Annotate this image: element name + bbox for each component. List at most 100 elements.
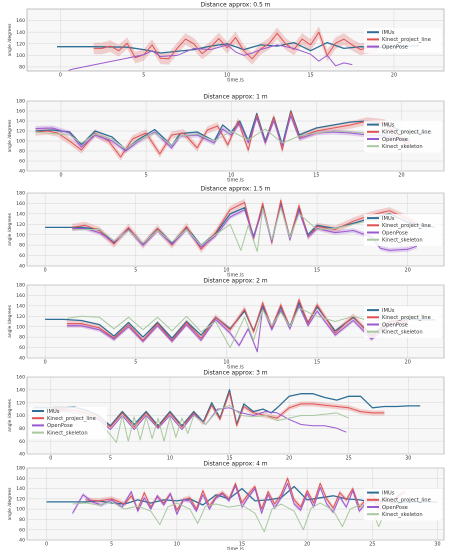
- series-line-1: [72, 199, 418, 250]
- chart-title: Distance approx: 4 m: [203, 461, 267, 468]
- y-tick-label: 40: [19, 169, 25, 175]
- y-tick-label: 60: [19, 527, 25, 533]
- y-tick-label: 160: [16, 476, 25, 482]
- series-line-3: [72, 501, 386, 533]
- chart-panel-0: 0 5 10 15 20 80 100 120 140 160 Distance approx: 0…: [7, 2, 445, 84]
- x-axis-label: time /s: [227, 78, 244, 84]
- y-tick-label: 140: [16, 211, 25, 217]
- x-axis-label: time /s: [227, 273, 244, 279]
- legend-label: IMUs: [382, 30, 395, 36]
- x-tick-label: 5: [109, 456, 112, 462]
- legend-label: Kinect_skeleton: [382, 238, 423, 244]
- y-tick-label: 180: [16, 283, 25, 289]
- legend-label: Kinect_project_line: [47, 416, 96, 422]
- x-axis-label: time /s: [227, 547, 244, 551]
- series-line-1: [53, 391, 385, 428]
- series-line-1: [66, 299, 408, 341]
- y-axis-label: angle /degrees: [7, 304, 13, 337]
- x-tick-label: 5: [145, 173, 148, 179]
- x-tick-label: 20: [286, 456, 292, 462]
- x-tick-label: 0: [44, 360, 47, 366]
- legend-label: Kinect_project_line: [382, 223, 431, 229]
- y-tick-label: 120: [16, 41, 25, 47]
- y-tick-label: 140: [16, 387, 25, 393]
- y-tick-label: 100: [16, 139, 25, 145]
- y-tick-label: 140: [16, 119, 25, 125]
- y-tick-label: 80: [19, 65, 25, 71]
- x-axis-label: time /s: [227, 365, 244, 371]
- y-tick-label: 100: [16, 324, 25, 330]
- y-tick-label: 80: [19, 335, 25, 341]
- chart-panel-2: 0 5 10 15 20 40 60 80 100 120 140 160 180 Distance ap…: [7, 186, 445, 279]
- x-tick-label: 0: [45, 542, 48, 548]
- series-band-2: [72, 203, 417, 253]
- legend-label: Kinect_project_line: [382, 130, 431, 136]
- y-tick-label: 40: [19, 452, 25, 458]
- y-tick-label: 180: [16, 466, 25, 472]
- chart-title: Distance approx: 2 m: [203, 278, 267, 285]
- x-tick-label: 10: [223, 360, 229, 366]
- series-line-2: [72, 482, 386, 515]
- legend-label: Kinect_project_line: [382, 37, 431, 43]
- y-tick-label: 120: [16, 400, 25, 406]
- y-tick-label: 40: [19, 356, 25, 362]
- x-tick-label: 0: [49, 456, 52, 462]
- x-tick-label: 10: [224, 73, 230, 79]
- legend-label: IMUs: [382, 216, 395, 222]
- chart-title: Distance approx: 1 m: [203, 94, 267, 101]
- legend-label: OpenPose: [382, 322, 408, 328]
- legend: IMUsKinect_project_lineOpenPoseKinect_sk…: [364, 306, 442, 338]
- x-tick-label: 5: [142, 73, 145, 79]
- x-tick-label: 0: [59, 73, 62, 79]
- y-axis-label: angle /degrees: [7, 119, 13, 152]
- y-tick-label: 80: [19, 149, 25, 155]
- legend-label: IMUs: [382, 308, 395, 314]
- x-tick-label: 25: [369, 542, 375, 548]
- x-tick-label: 15: [239, 542, 245, 548]
- y-tick-label: 140: [16, 303, 25, 309]
- y-tick-label: 120: [16, 129, 25, 135]
- x-tick-label: 15: [226, 456, 232, 462]
- x-tick-label: 5: [134, 268, 137, 274]
- y-tick-label: 160: [16, 201, 25, 207]
- y-tick-label: 80: [19, 517, 25, 523]
- series-band-2: [35, 113, 410, 154]
- x-tick-label: 15: [314, 360, 320, 366]
- series-line-2: [66, 305, 408, 353]
- series-line-2: [35, 115, 411, 152]
- y-tick-label: 80: [19, 426, 25, 432]
- x-tick-label: 20: [405, 360, 411, 366]
- y-tick-label: 120: [16, 222, 25, 228]
- y-axis-label: angle /degrees: [7, 398, 13, 431]
- x-tick-label: 0: [60, 173, 63, 179]
- y-tick-label: 100: [16, 507, 25, 513]
- legend-label: Kinect_skeleton: [382, 512, 423, 518]
- legend: IMUsKinect_project_lineOpenPoseKinect_sk…: [364, 120, 442, 153]
- legend-label: Kinect_skeleton: [47, 430, 88, 436]
- legend-label: OpenPose: [382, 137, 408, 143]
- x-tick-label: 10: [167, 456, 173, 462]
- x-tick-label: 15: [314, 268, 320, 274]
- series-band-2: [66, 303, 408, 354]
- legend-label: OpenPose: [47, 423, 73, 429]
- x-tick-label: 20: [304, 542, 310, 548]
- series-line-0: [35, 110, 433, 151]
- y-tick-label: 120: [16, 496, 25, 502]
- y-tick-label: 120: [16, 314, 25, 320]
- x-tick-label: 10: [228, 173, 234, 179]
- x-tick-label: 15: [313, 173, 319, 179]
- legend-label: IMUs: [47, 409, 60, 415]
- x-tick-label: 20: [391, 73, 397, 79]
- x-tick-label: 25: [346, 456, 352, 462]
- legend-label: Kinect_skeleton: [382, 330, 423, 336]
- y-tick-label: 100: [16, 232, 25, 238]
- x-tick-label: 20: [405, 268, 411, 274]
- chart-title: Distance approx: 3 m: [203, 370, 267, 377]
- y-tick-label: 80: [19, 243, 25, 249]
- legend: IMUsKinect_project_lineOpenPoseKinect_sk…: [364, 214, 442, 246]
- x-tick-label: 5: [134, 360, 137, 366]
- legend-label: OpenPose: [382, 44, 408, 50]
- chart-title: Distance approx: 1.5 m: [200, 186, 270, 193]
